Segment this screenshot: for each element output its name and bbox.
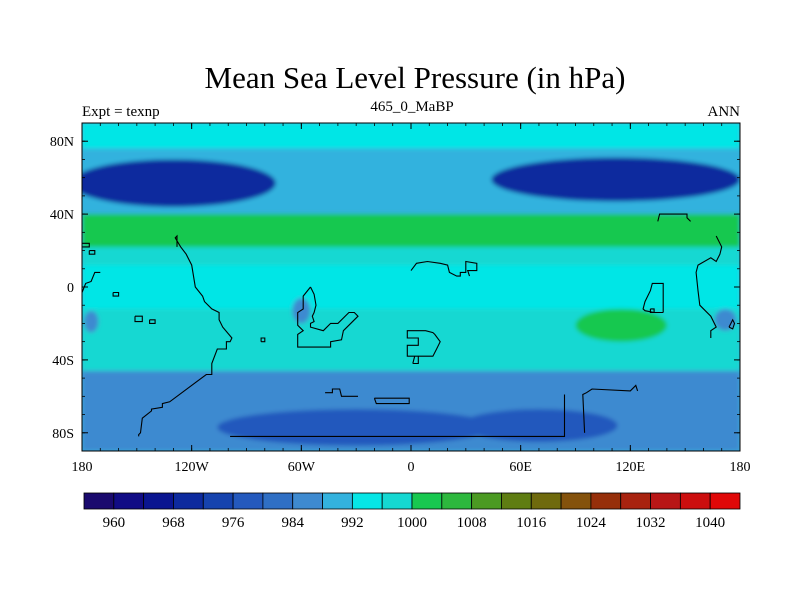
colorbar-swatch-6: [262, 492, 294, 510]
colorbar-swatch-0: [83, 492, 115, 510]
colorbar-swatch-10: [381, 492, 413, 510]
subtitle-right: ANN: [708, 104, 741, 120]
pressure-cell-7: [491, 157, 740, 202]
chart-title: Mean Sea Level Pressure (in hPa): [205, 60, 626, 95]
colorbar-label: 1000: [397, 515, 427, 531]
colorbar: 960 968 976 984 992 1000 1008 1016 1024 1032 1040: [83, 492, 741, 531]
colorbar-label: 960: [103, 515, 126, 531]
colorbar-label: 976: [222, 515, 245, 531]
pressure-field: [82, 123, 740, 451]
colorbar-label: 1008: [457, 515, 487, 531]
pressure-cell-8: [575, 308, 667, 342]
pressure-cell-6: [82, 159, 276, 207]
colorbar-swatch-14: [501, 492, 532, 510]
axis-ticks: 180 120W 60W 0 60E 120E 180 80N 40N 0 40S 80S: [50, 122, 751, 475]
coastline-6: [325, 388, 358, 397]
colorbar-swatch-16: [560, 492, 592, 510]
x-tick-label: 180: [72, 460, 93, 475]
x-tick-label: 120W: [175, 460, 210, 475]
colorbar-label: 1032: [636, 515, 666, 531]
coastline-10: [82, 271, 101, 293]
x-tick-label: 120E: [616, 460, 646, 475]
coastline-1: [297, 286, 359, 348]
colorbar-swatch-12: [441, 492, 473, 510]
colorbar-label: 1016: [516, 515, 547, 531]
pressure-cell-9: [217, 409, 496, 446]
coastline-18: [657, 213, 691, 222]
colorbar-swatch-7: [292, 492, 323, 510]
y-tick-label: 80S: [52, 427, 74, 442]
coastline-0: [138, 234, 233, 437]
colorbar-swatch-11: [411, 492, 443, 510]
colorbar-swatch-3: [173, 492, 204, 510]
colorbar-swatch-15: [530, 492, 562, 510]
colorbar-label: 992: [341, 515, 364, 531]
colorbar-swatch-1: [113, 492, 145, 510]
y-tick-label: 40N: [50, 208, 74, 223]
coastline-2: [406, 330, 441, 365]
coastline-5: [230, 394, 566, 437]
colorbar-swatch-20: [679, 492, 711, 510]
pressure-band-5: [82, 265, 740, 309]
subtitle-left: Expt = texnp: [82, 104, 160, 120]
colorbar-swatch-5: [232, 492, 264, 510]
x-tick-label: 60W: [288, 460, 316, 475]
coastline-12: [88, 250, 96, 255]
coastline-11: [82, 242, 90, 248]
coastline-14: [134, 315, 143, 323]
x-tick-label: 0: [408, 460, 415, 475]
coastline-7: [373, 397, 410, 405]
pressure-cell-12: [83, 310, 99, 333]
pressure-cell-13: [714, 308, 737, 331]
colorbar-swatch-4: [202, 492, 234, 510]
coastline-17: [649, 308, 655, 314]
coastline-4: [582, 384, 639, 433]
y-tick-label: 40S: [52, 354, 74, 369]
coastline-19: [728, 318, 736, 330]
coastline-13: [112, 291, 120, 297]
colorbar-swatch-21: [709, 492, 741, 510]
y-tick-label: 0: [67, 281, 74, 296]
coastline-16: [260, 337, 266, 343]
colorbar-label: 968: [162, 515, 185, 531]
pressure-contours: [82, 123, 740, 451]
colorbar-swatch-9: [351, 492, 383, 510]
x-tick-label: 180: [730, 460, 751, 475]
y-tick-label: 80N: [50, 135, 74, 150]
colorbar-swatch-13: [471, 492, 502, 510]
x-tick-label: 60E: [509, 460, 532, 475]
colorbar-swatch-17: [590, 492, 622, 510]
subtitle-center: 465_0_MaBP: [370, 99, 453, 115]
coastline-3: [410, 260, 478, 277]
colorbar-swatch-19: [650, 492, 681, 510]
coastline-9: [695, 235, 723, 338]
colorbar-swatch-18: [620, 492, 651, 510]
pressure-cell-10: [460, 409, 618, 442]
colorbar-swatch-8: [322, 492, 353, 510]
colorbar-label: 1024: [576, 515, 607, 531]
pressure-band-2: [82, 210, 740, 247]
coastline-8: [642, 282, 664, 314]
coastline-15: [149, 319, 156, 324]
land-outlines: [82, 213, 736, 437]
colorbar-swatch-2: [143, 492, 174, 510]
colorbar-label: 984: [281, 515, 304, 531]
colorbar-label: 1040: [695, 515, 725, 531]
